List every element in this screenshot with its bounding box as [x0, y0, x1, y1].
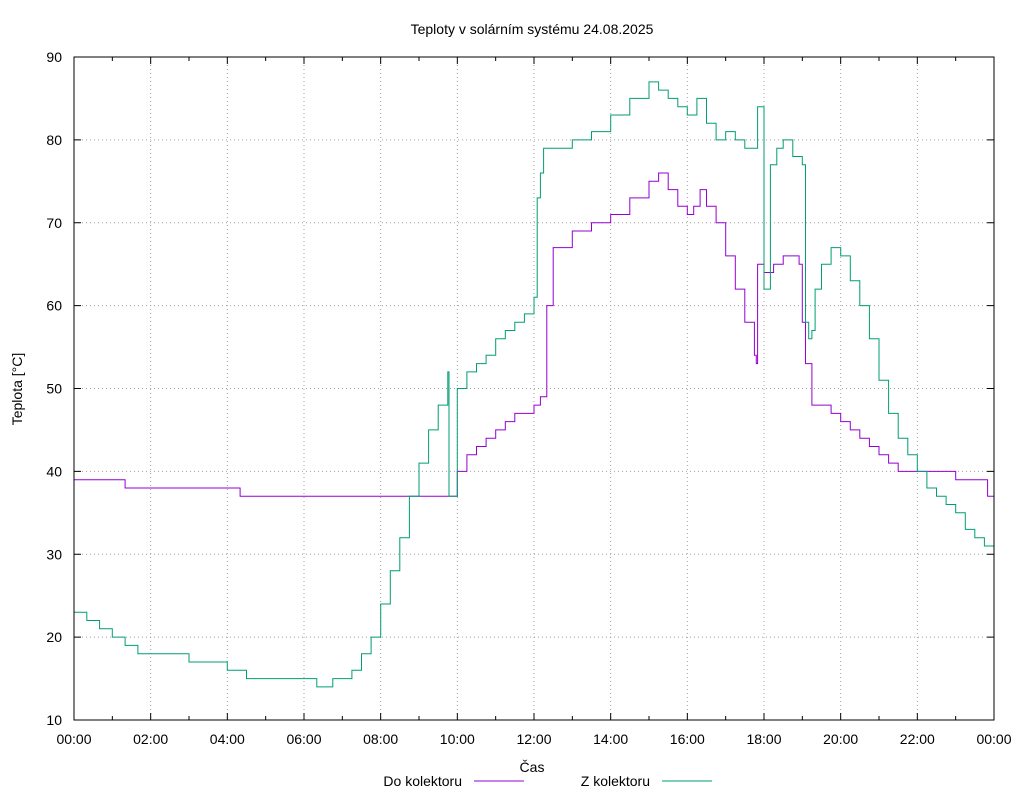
x-tick-label: 02:00 — [133, 731, 168, 747]
legend-label: Z kolektoru — [581, 773, 650, 789]
x-tick-label: 04:00 — [210, 731, 245, 747]
chart-title: Teploty v solárním systému 24.08.2025 — [411, 21, 654, 37]
y-tick-label: 10 — [46, 712, 62, 728]
y-axis-label: Teplota [°C] — [9, 353, 25, 426]
x-axis-label: Čas — [520, 759, 545, 775]
x-tick-label: 06:00 — [286, 731, 321, 747]
x-tick-label: 22:00 — [900, 731, 935, 747]
y-tick-label: 60 — [46, 298, 62, 314]
plot-border — [73, 56, 995, 721]
series-lines — [74, 81, 995, 688]
y-tick-label: 80 — [46, 132, 62, 148]
y-tick-label: 90 — [46, 49, 62, 65]
x-tick-label: 20:00 — [823, 731, 858, 747]
y-tick-label: 50 — [46, 381, 62, 397]
x-tick-label: 00:00 — [976, 731, 1011, 747]
x-tick-label: 10:00 — [440, 731, 475, 747]
legend: Do kolektoru Z kolektoru — [383, 773, 712, 789]
x-tick-label: 16:00 — [670, 731, 705, 747]
x-tick-label: 08:00 — [363, 731, 398, 747]
axis-ticks: 10 20 30 40 50 60 70 80 90 00:00 02:00 04:00 06:00 08… — [46, 49, 1011, 747]
series-line-2 — [74, 81, 995, 688]
x-tick-label: 00:00 — [56, 731, 91, 747]
y-tick-label: 20 — [46, 629, 62, 645]
x-tick-label: 12:00 — [516, 731, 551, 747]
y-tick-label: 30 — [46, 546, 62, 562]
y-tick-label: 70 — [46, 215, 62, 231]
x-tick-label: 14:00 — [593, 731, 628, 747]
y-tick-label: 40 — [46, 463, 62, 479]
series-line-1 — [74, 172, 994, 497]
grid — [74, 57, 994, 720]
x-tick-label: 18:00 — [746, 731, 781, 747]
legend-label: Do kolektoru — [383, 773, 462, 789]
